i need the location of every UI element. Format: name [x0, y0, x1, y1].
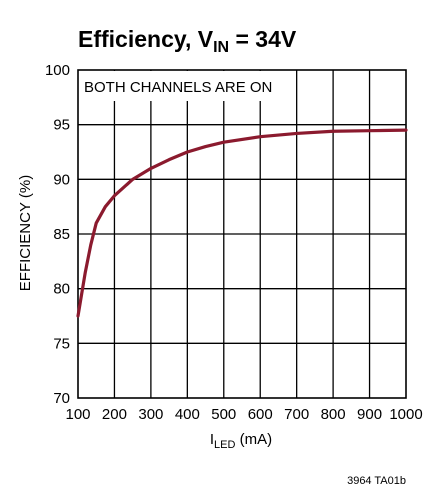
- x-tick-label: 100: [65, 406, 90, 423]
- y-tick-label: 95: [53, 117, 70, 134]
- x-tick-label: 200: [102, 406, 127, 423]
- x-tick-label: 900: [357, 406, 382, 423]
- annotation-background: [79, 71, 279, 101]
- y-tick-label: 90: [53, 171, 70, 188]
- x-tick-label: 800: [321, 406, 346, 423]
- x-tick-label: 500: [211, 406, 236, 423]
- plot-frame: [77, 69, 407, 399]
- y-tick-label: 100: [45, 62, 70, 79]
- chart-title: Efficiency, VIN = 34V: [78, 26, 297, 56]
- x-axis-label: ILED (mA): [210, 431, 272, 451]
- x-tick-label: 300: [138, 406, 163, 423]
- x-tick-label: 600: [248, 406, 273, 423]
- y-axis-label: EFFICIENCY (%): [17, 175, 34, 291]
- y-tick-label: 70: [53, 390, 70, 407]
- y-tick-label: 75: [53, 335, 70, 352]
- y-tick-label: 80: [53, 281, 70, 298]
- x-tick-label: 400: [175, 406, 200, 423]
- plot-area: 100 200 300 400 500 600 700 800 900 1000 70 75 80 85 9…: [45, 62, 423, 423]
- x-tick-label: 1000: [389, 406, 422, 423]
- x-tick-label: 700: [284, 406, 309, 423]
- figure-code: 3964 TA01b: [347, 475, 406, 487]
- efficiency-series-line: [76, 128, 408, 318]
- y-tick-label: 85: [53, 226, 70, 243]
- chart-annotation: BOTH CHANNELS ARE ON: [84, 79, 272, 96]
